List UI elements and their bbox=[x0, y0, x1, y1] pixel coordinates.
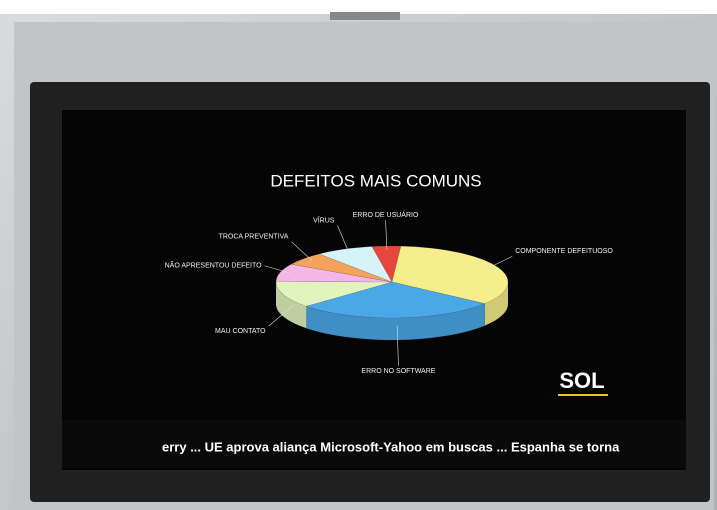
news-ticker: erry ... UE aprova aliança Microsoft-Yah… bbox=[162, 439, 620, 454]
logo-underline bbox=[558, 394, 608, 396]
pie-label: TROCA PREVENTIVA bbox=[219, 234, 289, 241]
leader-line bbox=[291, 241, 313, 262]
pie-slice-side bbox=[306, 303, 485, 341]
pie-slice-side bbox=[484, 282, 508, 326]
pie: ERRO DE USUÁRIO COMPONENTE DEFEITUOSO ERRO… bbox=[165, 210, 614, 375]
pie-slice bbox=[275, 263, 393, 283]
pie-label: MAU CONTATO bbox=[215, 328, 266, 335]
leader-line bbox=[337, 225, 350, 253]
pie-slice bbox=[290, 253, 393, 283]
pie-slice bbox=[391, 245, 509, 304]
pie-label: ERRO DE USUÁRIO bbox=[353, 210, 419, 219]
logo: SOL bbox=[559, 368, 604, 393]
leader-line bbox=[268, 304, 295, 327]
pie-slice bbox=[305, 281, 486, 319]
pie-label: NÃO APRESENTOU DEFEITO bbox=[165, 261, 263, 270]
top-edge bbox=[0, 0, 717, 14]
pie-slice bbox=[371, 245, 402, 283]
pie-slice-side bbox=[276, 282, 307, 329]
leader-line bbox=[264, 265, 292, 274]
leader-line bbox=[396, 325, 399, 366]
pie-label: COMPONENTE DEFEITUOSO bbox=[515, 248, 613, 255]
mount bbox=[330, 12, 400, 20]
ticker-bar bbox=[62, 420, 686, 468]
pie-slice bbox=[275, 281, 393, 307]
chart-title: DEFEITOS MAIS COMUNS bbox=[270, 171, 481, 190]
pie-label: VÍRUS bbox=[313, 215, 335, 224]
leader-line bbox=[385, 220, 388, 250]
leader-line bbox=[486, 256, 513, 269]
pie-label: ERRO NO SOFTWARE bbox=[361, 368, 435, 375]
pie-slice bbox=[318, 246, 393, 283]
